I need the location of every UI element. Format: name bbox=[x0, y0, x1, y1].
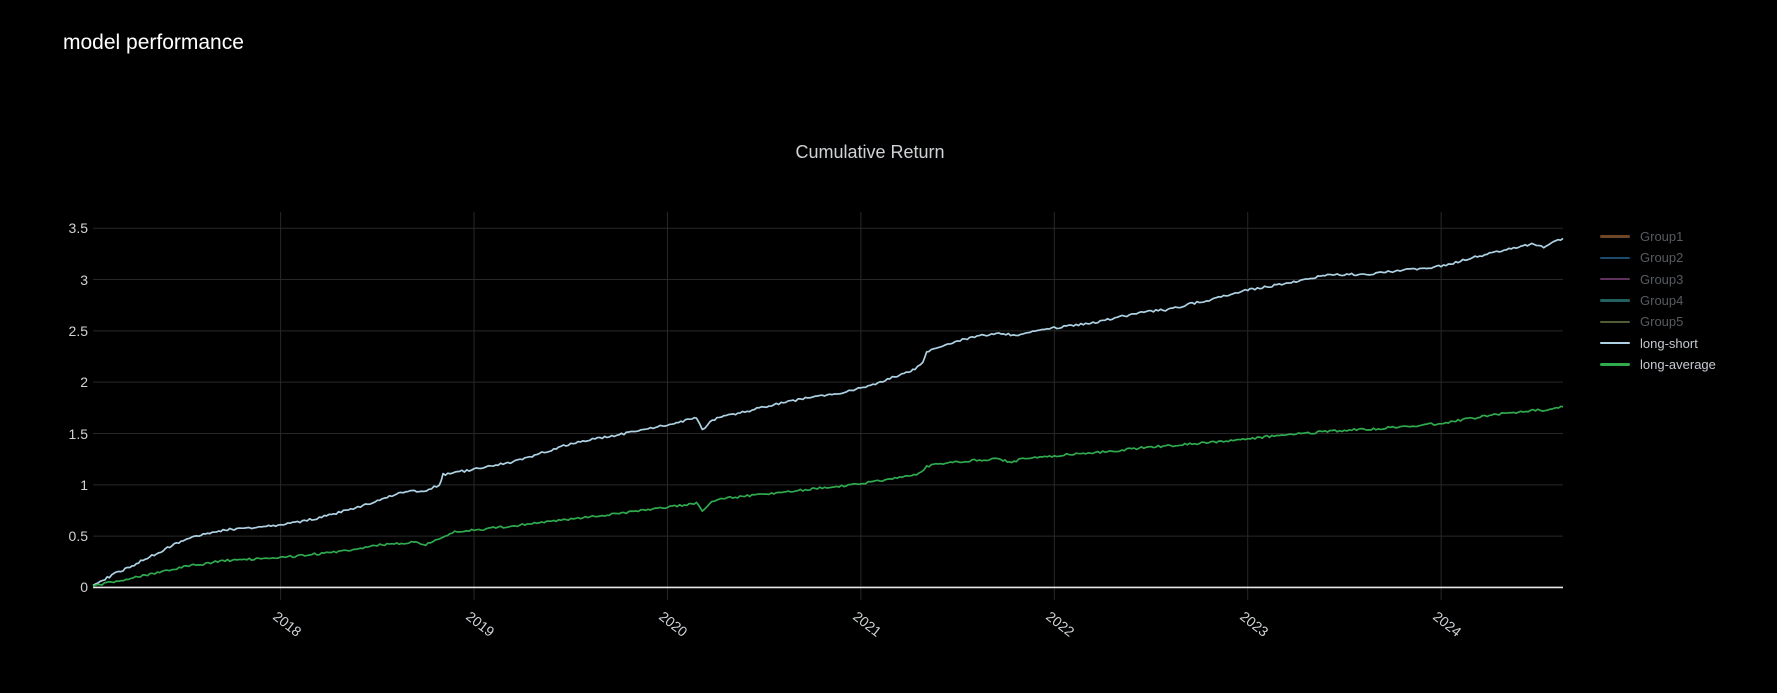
legend-line-swatch bbox=[1600, 341, 1630, 345]
page-title: model performance bbox=[63, 31, 244, 54]
legend-label: Group3 bbox=[1640, 271, 1684, 287]
legend-line-swatch bbox=[1600, 235, 1630, 238]
legend-line-swatch bbox=[1600, 320, 1630, 324]
legend-item-Group4[interactable]: Group4 bbox=[1600, 290, 1716, 311]
y-tick-label: 3 bbox=[80, 271, 88, 288]
legend-label: Group2 bbox=[1640, 250, 1684, 266]
legend-item-Group3[interactable]: Group3 bbox=[1600, 269, 1716, 290]
legend-item-long-short[interactable]: long-short bbox=[1600, 332, 1716, 353]
legend-label: long-average bbox=[1640, 356, 1716, 372]
series-line-long-short bbox=[92, 237, 1564, 587]
legend-item-Group2[interactable]: Group2 bbox=[1600, 247, 1716, 268]
legend-label: long-short bbox=[1640, 335, 1698, 351]
y-tick-label: 0 bbox=[80, 579, 88, 596]
legend-line-swatch bbox=[1600, 363, 1630, 366]
legend-item-Group1[interactable]: Group1 bbox=[1600, 226, 1716, 247]
legend-label: Group5 bbox=[1640, 314, 1684, 330]
y-tick-label: 2.5 bbox=[68, 322, 88, 339]
legend-item-Group5[interactable]: Group5 bbox=[1600, 311, 1716, 332]
chart-title: Cumulative Return bbox=[795, 142, 945, 162]
series-line-long-average bbox=[92, 405, 1564, 588]
y-tick-label: 0.5 bbox=[68, 528, 88, 545]
y-tick-label: 1.5 bbox=[68, 425, 88, 442]
legend-line-swatch bbox=[1600, 256, 1630, 260]
legend-item-long-average[interactable]: long-average bbox=[1600, 354, 1716, 375]
legend-line-swatch bbox=[1600, 277, 1630, 281]
y-tick-label: 2 bbox=[80, 374, 88, 391]
y-tick-label: 3.5 bbox=[68, 220, 88, 237]
chart-legend: Group1 Group2 Group3 Group4 Group5 long-short… bbox=[1600, 226, 1716, 375]
y-tick-label: 1 bbox=[80, 476, 88, 493]
legend-label: Group4 bbox=[1640, 293, 1684, 309]
legend-line-swatch bbox=[1600, 299, 1630, 302]
legend-label: Group1 bbox=[1640, 229, 1684, 245]
